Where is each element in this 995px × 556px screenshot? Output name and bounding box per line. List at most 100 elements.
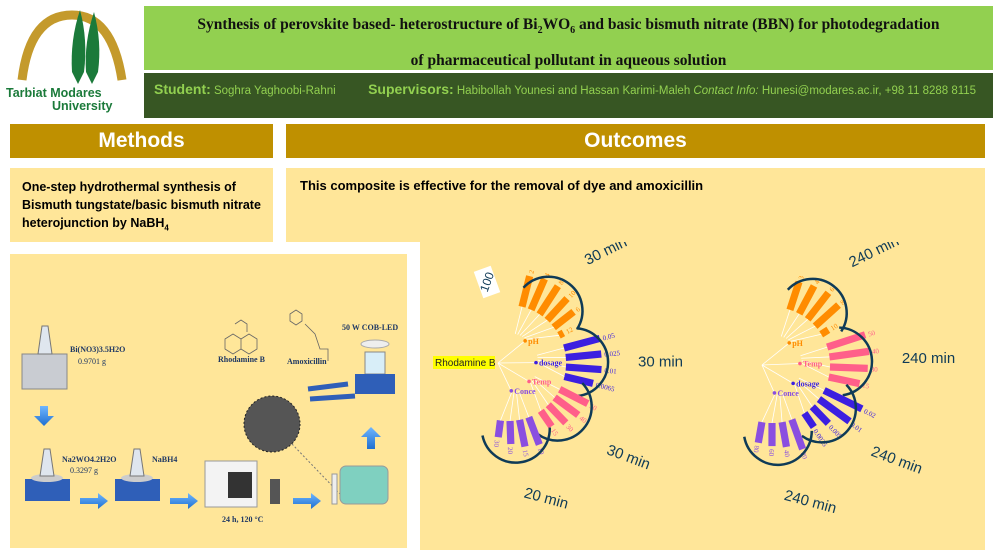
time-arc <box>786 277 848 333</box>
university-logo: Tarbiat Modares University <box>0 0 142 118</box>
connector-line <box>761 364 794 384</box>
contact-info: Hunesi@modares.ac.ir, +98 11 8288 8115 <box>761 85 977 97</box>
time-label: 240 min <box>902 350 955 367</box>
bar-label: 40 <box>782 449 791 458</box>
arrow-right-icon <box>293 493 321 509</box>
group-dot <box>798 361 802 366</box>
group-label-conc: Conce <box>514 387 536 396</box>
bar-label: 15 <box>549 427 560 438</box>
arrow-down-icon <box>34 406 54 426</box>
supervisors-names: Habibollah Younesi and Hassan Karimi-Mal… <box>456 85 691 97</box>
bar-label: 4 <box>813 278 822 285</box>
connector-line <box>521 319 548 337</box>
bar-label: 50 <box>588 402 598 413</box>
connector-line <box>801 363 829 378</box>
sem-image <box>244 396 300 452</box>
bar-ph-6 <box>551 308 576 331</box>
group-dot <box>772 391 777 395</box>
methods-text: One-step hydrothermal synthesis of Bismu… <box>22 180 261 230</box>
connector-line <box>783 313 800 338</box>
title-text: Synthesis of perovskite based- heterostr… <box>197 16 538 33</box>
group-label-dosage: dosage <box>796 379 820 388</box>
connector-line <box>780 309 791 337</box>
connector-line <box>515 391 520 420</box>
bar-label: 10 <box>567 289 578 300</box>
title-sub: 6 <box>570 25 576 37</box>
group-dot <box>787 341 792 345</box>
student-name: Soghra Yaghoobi-Rahni <box>213 85 336 97</box>
connector-line <box>497 362 512 391</box>
bar-label: 10 <box>829 322 840 333</box>
time-label: 30 min <box>582 242 630 269</box>
bar-conc-80 <box>754 421 766 444</box>
bar-dosage-0.025 <box>565 350 602 362</box>
connector-line <box>530 382 542 411</box>
time-arc <box>522 275 584 330</box>
connector-line <box>790 333 822 342</box>
bar-temp-40 <box>552 394 581 418</box>
bar-label: 8 <box>839 298 847 307</box>
time-arc <box>801 383 858 444</box>
bar-label: 0.01 <box>604 367 617 376</box>
student-label: Student: <box>154 81 211 97</box>
poster-title: Synthesis of perovskite based- heterostr… <box>144 6 993 70</box>
methods-description: One-step hydrothermal synthesis of Bismu… <box>10 168 273 242</box>
bar-conc-40 <box>778 421 790 448</box>
bar-label: 30 <box>564 423 575 434</box>
arrow-right-icon <box>80 493 108 509</box>
scale-label: 100 <box>477 270 497 294</box>
bar-temp-50 <box>826 331 867 351</box>
connector-line <box>537 359 566 368</box>
bar-label: 30 <box>492 439 501 447</box>
bar-ph-6 <box>804 290 832 322</box>
group-dot <box>534 360 538 365</box>
reagent-1-mass: 0.9701 g <box>78 357 106 366</box>
time-arc <box>743 430 814 467</box>
methods-text-sub: 4 <box>164 223 169 233</box>
bar-conc-20 <box>506 420 515 445</box>
bar-ph-8 <box>812 302 841 329</box>
connector-line <box>779 393 783 423</box>
synthesis-scheme: Bi(NO3)3.5H2O 0.9701 g Na2WO4.2H2O 0.329… <box>10 254 407 548</box>
bar-conc-30 <box>494 420 504 438</box>
bar-ph-12 <box>557 329 566 339</box>
group-label-ph: pH <box>792 339 803 348</box>
time-label: 30 min <box>604 442 652 474</box>
bar-dosage-0.05 <box>563 334 601 352</box>
group-dot <box>523 339 527 343</box>
connector-line <box>801 360 831 368</box>
bar-conc-20 <box>788 418 806 451</box>
group-label-temp: Temp <box>803 360 823 369</box>
bar-label: 40 <box>578 414 589 425</box>
time-arc <box>481 427 552 464</box>
bar-temp-15 <box>827 373 861 388</box>
bar-temp-50 <box>558 386 590 407</box>
bar-label: 0.05 <box>602 331 616 342</box>
connector-line <box>518 390 530 418</box>
connector-line <box>524 326 554 339</box>
connector-line <box>534 376 560 390</box>
bar-label: 50 <box>867 329 877 339</box>
bar-label: 0.0025 <box>811 428 829 449</box>
connector-line <box>497 340 526 364</box>
oven-condition-label: 24 h, 120 °C <box>222 515 264 524</box>
bar-conc-10 <box>525 415 543 446</box>
connector-line <box>800 346 828 357</box>
bar-label: 20 <box>506 447 514 455</box>
time-arc <box>536 382 593 442</box>
connector-line <box>537 362 565 377</box>
logo-text-line1: Tarbiat Modares <box>6 86 102 100</box>
connector-line <box>797 380 820 400</box>
methods-header: Methods <box>10 124 273 158</box>
bar-conc-15 <box>516 419 529 448</box>
ultrasonic-bath-icon <box>21 325 68 390</box>
centrifuge-icon <box>331 465 389 505</box>
lamp-label: 50 W COB-LED <box>342 323 398 332</box>
bar-ph-4 <box>796 284 818 316</box>
connector-line <box>526 334 560 340</box>
connector-line <box>801 356 830 359</box>
supervisors-label: Supervisors: <box>368 81 454 97</box>
